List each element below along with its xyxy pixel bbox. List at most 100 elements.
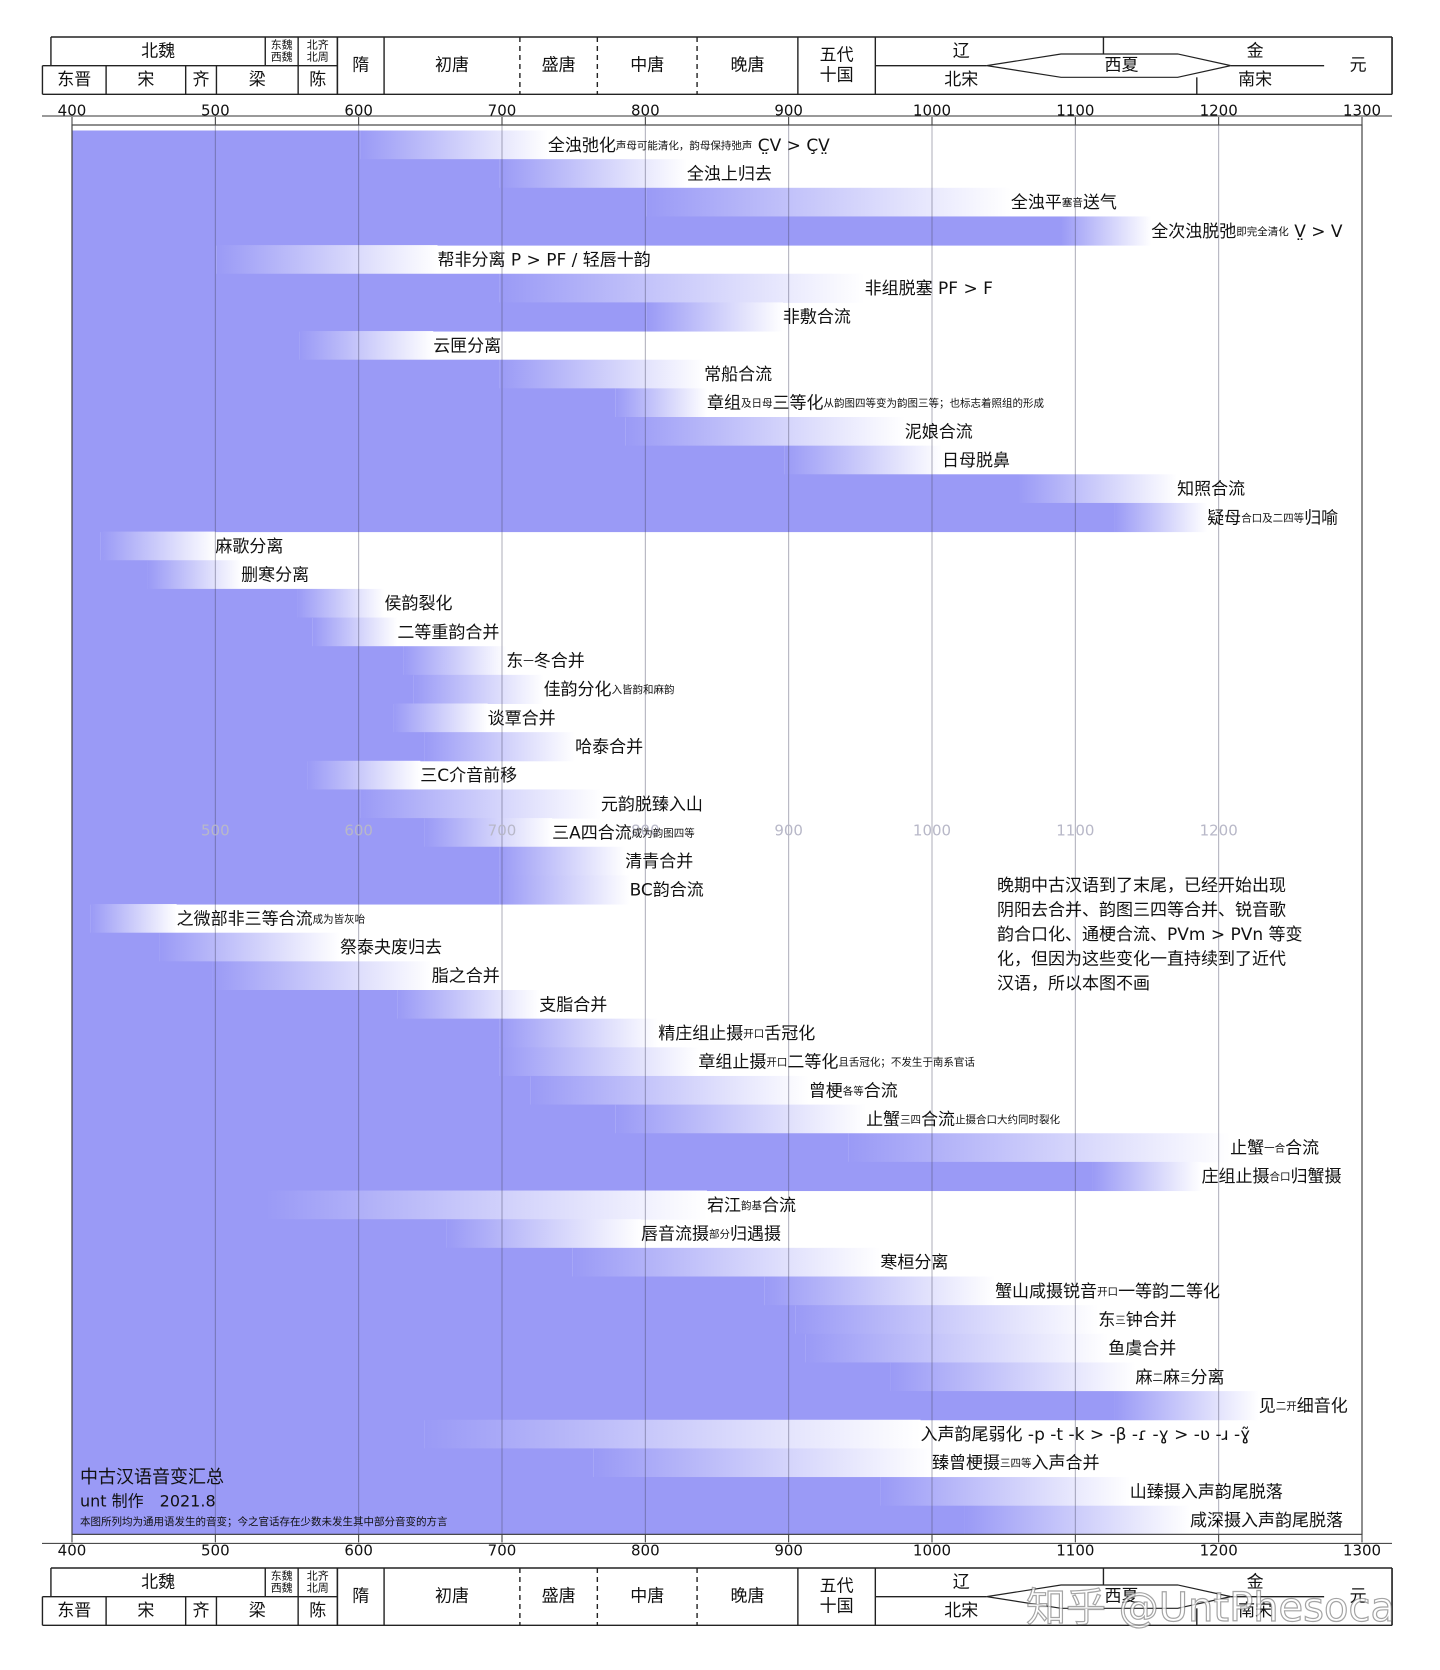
period-label: 北魏 (141, 1572, 175, 1592)
row-label: 日母脱鼻 (942, 451, 1010, 471)
row-label-part: 支脂合并 (539, 995, 607, 1015)
row-label-part: 合流 (1285, 1139, 1319, 1159)
row-label-part: 送气 (1083, 193, 1117, 213)
row-label-part: 日母脱鼻 (942, 451, 1010, 471)
row-label-part: 章组 (707, 394, 741, 414)
x-tick-label: 1000 (913, 102, 951, 120)
mid-tick-label: 700 (488, 822, 517, 840)
row-label-part: 东 (506, 652, 523, 672)
period-label: 辽 (953, 41, 970, 61)
bar-fade (1114, 502, 1208, 533)
mid-tick-label: 600 (344, 822, 373, 840)
row-label-part: 寒桓分离 (880, 1253, 948, 1273)
row-label-part: 三C介音前移 (420, 766, 517, 786)
bar-solid (72, 789, 361, 819)
row-label-part: 非组脱塞 PF > F (865, 279, 993, 299)
row-label-part: 曾梗 (809, 1081, 843, 1101)
bar-solid (72, 474, 1018, 504)
bar-solid (72, 818, 425, 848)
row-label-part: 入声韵尾弱化 -p -t -k > -β -ɾ -ɣ > -ʋ -ɹ -ɣ̃ (921, 1425, 1251, 1445)
row-label-part: 合流 (762, 1196, 796, 1216)
bar-fade (393, 703, 488, 733)
bar-fade (297, 588, 385, 619)
footer-note: 本图所列均为通用语发生的音变；今之官话存在少数未发生其中部分音变的方言 (80, 1515, 448, 1528)
x-tick-label: 500 (201, 1542, 230, 1560)
row-label-part: 清青合并 (625, 852, 693, 872)
x-tick-label: 1200 (1200, 102, 1238, 120)
bar-fade (499, 273, 865, 303)
row-label: 全浊上归去 (687, 164, 772, 184)
period-label: 西魏 (271, 1580, 293, 1594)
bar-fade (424, 818, 553, 848)
bar-solid (72, 531, 101, 561)
x-tick-label: 1300 (1343, 102, 1381, 120)
bar-fade (615, 1104, 867, 1134)
period-label: 金 (1247, 1572, 1264, 1592)
bar-fade (572, 1247, 881, 1277)
row-label: 止蟹一合合流 (1230, 1139, 1319, 1159)
period-label: 元 (1350, 1587, 1367, 1607)
row-label-part: 麻歌分离 (215, 537, 283, 557)
row-label: BC韵合流 (630, 881, 704, 901)
row-label: 蟹山咸摄锐音开口一等韵二等化 (995, 1282, 1220, 1302)
period-label: 西夏 (1104, 56, 1138, 76)
x-tick-label: 700 (488, 102, 517, 120)
row-label: 全浊平塞音送气 (1011, 193, 1117, 213)
row-label-part: 咸深摄入声韵尾脱落 (1190, 1511, 1343, 1531)
row-label: 鱼虞合并 (1108, 1339, 1176, 1359)
bar-solid (72, 331, 300, 361)
bar-fade (360, 789, 601, 819)
row-label: 见二开细音化 (1259, 1396, 1348, 1416)
row-label-part: 庄组止摄 (1201, 1167, 1269, 1187)
watermark: 知乎 @UntPhesoca (1026, 1585, 1395, 1631)
row-label-part: 见 (1259, 1396, 1276, 1416)
row-label: 东一冬合并 (506, 652, 585, 672)
bar-solid (72, 646, 404, 676)
row-label-part: 三 (1180, 1372, 1191, 1384)
bar-solid (72, 130, 361, 160)
bar-solid (72, 273, 500, 303)
row-label: 麻歌分离 (215, 537, 283, 557)
bar-solid (72, 1419, 425, 1449)
row-label-part: V̤ > V (1289, 222, 1343, 242)
bar-solid (72, 1247, 573, 1277)
x-tick-label: 800 (631, 102, 660, 120)
period-label: 中唐 (630, 55, 664, 76)
bar-solid (72, 1018, 500, 1048)
bar-fade (1114, 1391, 1259, 1421)
period-label: 齐 (193, 70, 210, 90)
period-label: 宋 (137, 1601, 154, 1621)
row-label-part: 疑母 (1207, 508, 1241, 528)
row-label-part: 止蟹 (866, 1110, 900, 1130)
row-label: 佳韵分化入皆韵和麻韵 (544, 680, 675, 700)
row-label-part: 开口 (1097, 1286, 1118, 1298)
row-label-part: 云匣分离 (433, 336, 501, 356)
bar-solid (72, 388, 616, 418)
annotation: 晚期中古汉语到了末尾，已经开始出现 (997, 876, 1286, 896)
bar-fade (312, 617, 398, 647)
row-label-part: 细音化 (1297, 1396, 1348, 1416)
row-label-part: 舌冠化 (764, 1024, 815, 1044)
bar-solid (72, 187, 647, 217)
bar-solid (72, 1333, 806, 1363)
row-label: 唇音流摄部分归遇摄 (641, 1225, 781, 1245)
row-label-part: 全浊弛化 (548, 136, 616, 156)
period-label: 东晋 (57, 1601, 91, 1621)
bar-fade (212, 961, 432, 991)
x-tick-label: 1200 (1200, 1542, 1238, 1560)
row-label: 帮非分离 P > PF / 轻唇十韵 (438, 250, 651, 270)
period-label: 梁 (249, 1601, 266, 1621)
row-label-part: 部分 (709, 1228, 730, 1241)
row-label-part: 三四 (900, 1114, 921, 1126)
row-label-part: 唇音流摄 (641, 1225, 709, 1245)
row-label-part: 侯韵裂化 (384, 594, 452, 614)
bar-solid (72, 1477, 881, 1507)
row-label: 疑母合口及二四等归喻 (1207, 508, 1338, 528)
period-label: 辽 (953, 1572, 970, 1592)
row-label: 非组脱塞 PF > F (865, 279, 993, 299)
row-label-part: 二 (1153, 1372, 1164, 1384)
row-label-part: 一 (523, 656, 534, 668)
xixia-hexagon (986, 1584, 1231, 1609)
period-label: 十国 (820, 66, 854, 86)
